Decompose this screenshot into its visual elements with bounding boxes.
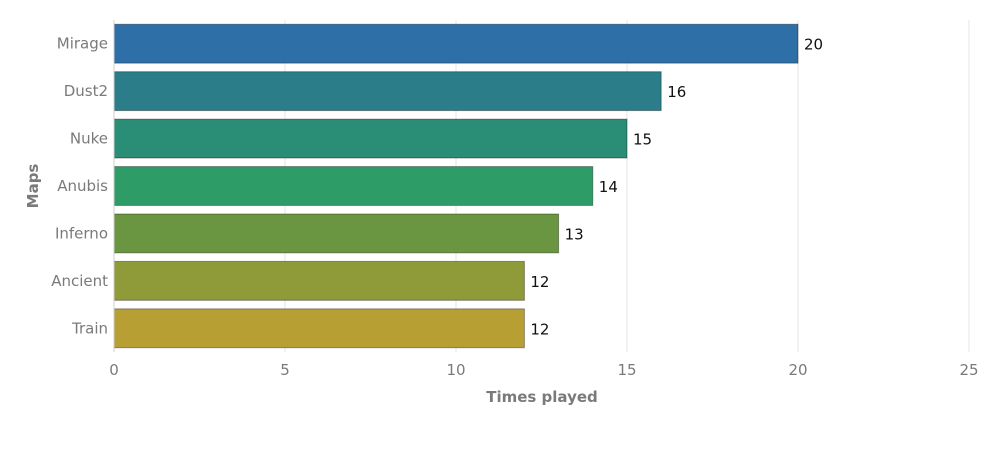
x-tick-label: 20 (788, 361, 807, 379)
bar-value-label: 16 (667, 83, 686, 101)
bar-value-label: 12 (530, 273, 549, 291)
y-tick-label: Mirage (57, 35, 108, 53)
x-tick-label: 0 (109, 361, 119, 379)
x-tick-label: 15 (617, 361, 636, 379)
y-tick-label: Nuke (70, 130, 108, 148)
x-tick-label: 25 (959, 361, 978, 379)
y-axis-title: Maps (24, 164, 42, 209)
bar-value-label: 20 (804, 36, 823, 54)
bar-value-label: 13 (565, 225, 584, 243)
y-tick-label: Dust2 (64, 82, 108, 100)
bar (113, 23, 799, 64)
bar (113, 71, 662, 112)
bars (113, 23, 799, 349)
bar-value-label: 14 (599, 178, 618, 196)
y-tick-label: Ancient (51, 272, 108, 290)
bar-value-label: 15 (633, 131, 652, 149)
bar-value-label: 12 (530, 320, 549, 338)
bar (113, 260, 525, 301)
x-axis-title: Times played (486, 388, 598, 406)
x-tick-labels: 0 5 10 15 20 25 (109, 361, 978, 379)
bar (113, 308, 525, 349)
y-tick-label: Train (71, 319, 108, 337)
x-tick-label: 10 (446, 361, 465, 379)
y-tick-label: Inferno (55, 224, 108, 242)
y-tick-label: Anubis (57, 177, 108, 195)
bar (113, 166, 594, 206)
y-tick-labels: Mirage Dust2 Nuke Anubis Inferno Ancient Train (51, 35, 108, 338)
value-labels: 20 16 15 14 13 12 12 (530, 36, 823, 339)
x-tick-label: 5 (280, 361, 290, 379)
bar (113, 213, 560, 254)
bar (113, 118, 628, 159)
